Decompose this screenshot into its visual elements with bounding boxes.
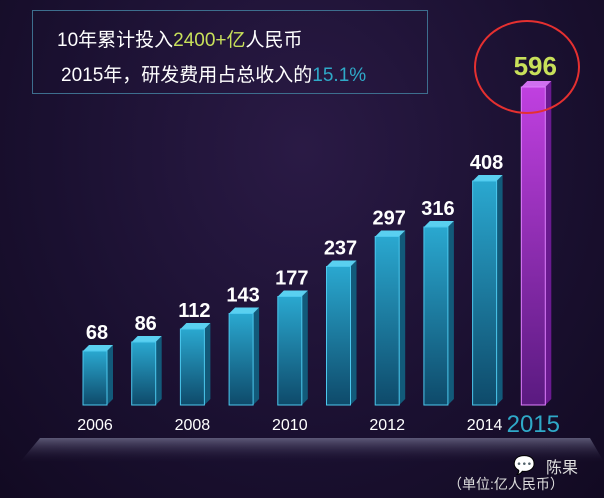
bar-top [423, 221, 454, 227]
info-highlight: 15.1% [312, 65, 367, 86]
bar-side [447, 221, 454, 405]
bar-2010 [277, 296, 303, 406]
value-label: 112 [178, 300, 210, 322]
year-label: 2006 [77, 417, 113, 434]
bar-side [253, 307, 260, 405]
value-label: 68 [86, 322, 108, 344]
bar-2007 [131, 341, 157, 406]
unit-label: （单位:亿人民币） [448, 476, 564, 492]
author-name: 陈果 [546, 460, 579, 477]
bar-top [375, 230, 406, 237]
info-text: 10年累计投入 [57, 30, 174, 51]
bar-2008 [179, 328, 205, 406]
bar-side [204, 323, 211, 405]
year-label: 2010 [272, 417, 308, 434]
info-line-1: 10年累计投入2400+亿人民币 [57, 25, 303, 52]
year-label: 2014 [467, 417, 503, 434]
bar-side [301, 290, 308, 405]
bar-side [107, 345, 113, 405]
bar-side [350, 260, 357, 405]
bar-side [399, 230, 406, 405]
info-text: 2015年，研发费用占总收入的 [61, 65, 313, 86]
bar-side [155, 336, 162, 405]
bar-top [472, 175, 503, 181]
bar-top [180, 323, 211, 329]
info-box: 10年累计投入2400+亿人民币 2015年，研发费用占总收入的15.1% [32, 10, 428, 94]
bar-2009 [228, 313, 254, 406]
year-label: 2015 [507, 411, 560, 438]
bar-top [131, 336, 162, 342]
wechat-icon: 💬 [513, 455, 536, 475]
bar-top [229, 307, 260, 314]
value-label: 408 [470, 152, 503, 174]
value-label: 316 [421, 198, 454, 220]
bar-2015 [520, 86, 546, 406]
value-label: 297 [373, 208, 406, 230]
info-highlight: 2400+亿 [173, 30, 246, 51]
bar-top [326, 260, 357, 267]
year-label: 2008 [175, 417, 211, 434]
bar-side [496, 175, 503, 405]
value-label: 86 [135, 313, 157, 335]
bar-top [277, 290, 308, 297]
info-line-2: 2015年，研发费用占总收入的15.1% [61, 60, 366, 87]
value-label: 237 [324, 238, 357, 260]
bar-top [83, 345, 113, 351]
year-label: 2012 [369, 417, 405, 434]
value-label: 177 [275, 268, 308, 290]
chart-floor [20, 438, 604, 462]
bar-2013 [423, 226, 449, 406]
bar-2012 [374, 236, 400, 406]
bar-2006 [82, 350, 108, 406]
info-text: 人民币 [245, 30, 303, 51]
bar-side [545, 81, 552, 405]
value-label: 143 [226, 285, 259, 307]
bar-2014 [472, 180, 498, 406]
bar-2011 [326, 266, 351, 406]
highlight-circle [474, 20, 580, 114]
